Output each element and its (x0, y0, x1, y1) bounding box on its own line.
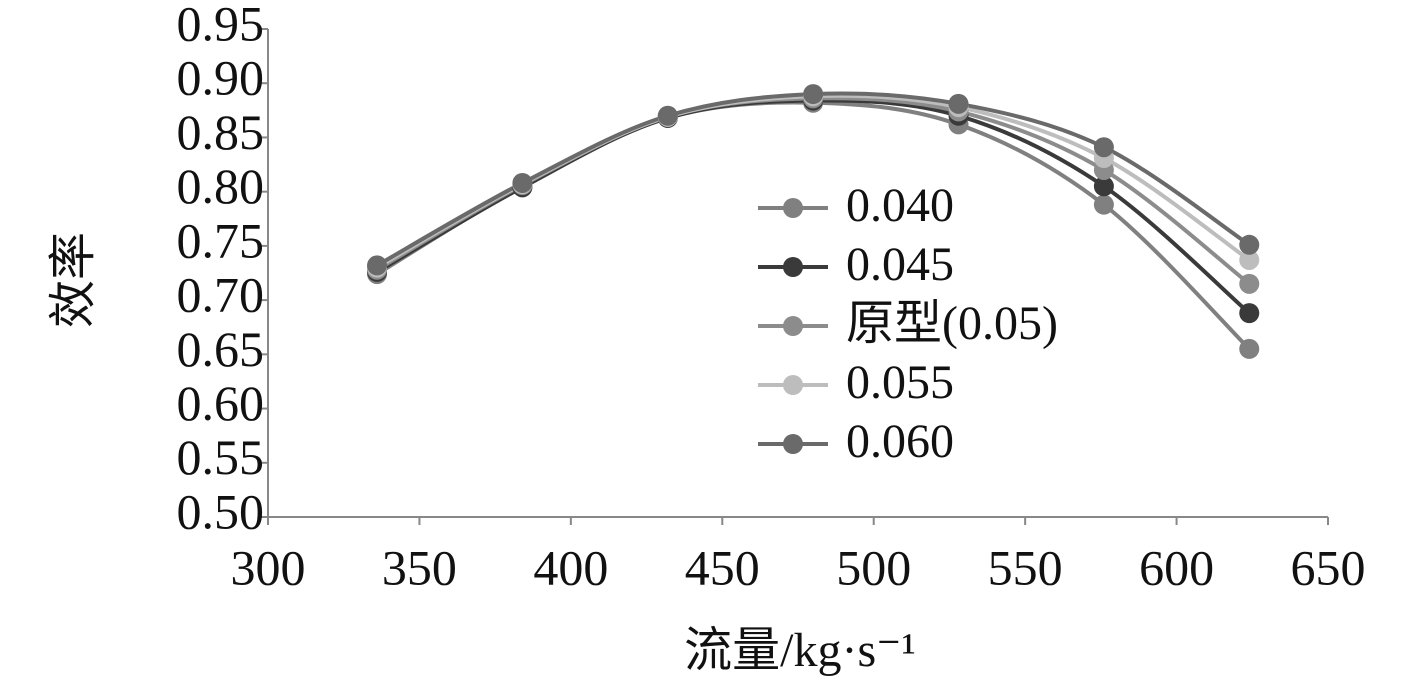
series-line (375, 100, 1251, 351)
x-tick-label: 550 (988, 539, 1063, 595)
y-tick-label: 0.55 (177, 429, 265, 485)
series-marker (1093, 137, 1114, 158)
y-tick-label: 0.75 (177, 212, 265, 268)
x-tick-label: 650 (1291, 539, 1366, 595)
series-marker (1093, 194, 1114, 215)
series-marker (512, 172, 533, 193)
series-marker (948, 93, 969, 114)
x-tick-label: 350 (382, 539, 457, 595)
legend-label: 0.045 (846, 238, 954, 291)
series-marker (1239, 273, 1260, 294)
y-tick-label: 0.90 (177, 50, 265, 106)
x-tick-label: 300 (231, 539, 306, 595)
legend-marker (783, 375, 803, 395)
series-marker (1239, 234, 1260, 255)
x-axis-title: 流量/kg·s⁻¹ (684, 624, 916, 677)
series-marker (1239, 338, 1260, 359)
legend-marker (783, 434, 803, 454)
legend-label: 0.055 (846, 356, 954, 409)
legend-marker (783, 257, 803, 277)
y-tick-label: 0.60 (177, 375, 265, 431)
y-tick-label: 0.70 (177, 267, 265, 323)
y-tick-label: 0.95 (177, 0, 265, 51)
y-tick-label: 0.80 (177, 158, 265, 214)
y-tick-label: 0.65 (177, 321, 265, 377)
y-axis-title: 效率 (47, 232, 100, 328)
series-marker (1093, 176, 1114, 197)
x-tick-label: 500 (836, 539, 911, 595)
x-tick-label: 400 (533, 539, 608, 595)
legend-label: 原型(0.05) (846, 297, 1058, 350)
y-tick-label: 0.85 (177, 104, 265, 160)
series-marker (803, 84, 824, 105)
x-tick-label: 600 (1139, 539, 1214, 595)
y-tick-label: 0.50 (177, 483, 265, 539)
legend-marker (783, 198, 803, 218)
series-marker (657, 105, 678, 126)
series-line (376, 93, 1251, 270)
x-tick-label: 450 (685, 539, 760, 595)
series-marker (1239, 303, 1260, 324)
series-marker (367, 255, 388, 276)
legend-label: 0.060 (846, 415, 954, 468)
legend-marker (783, 316, 803, 336)
legend-label: 0.040 (846, 179, 954, 232)
series-marker (1239, 249, 1260, 270)
